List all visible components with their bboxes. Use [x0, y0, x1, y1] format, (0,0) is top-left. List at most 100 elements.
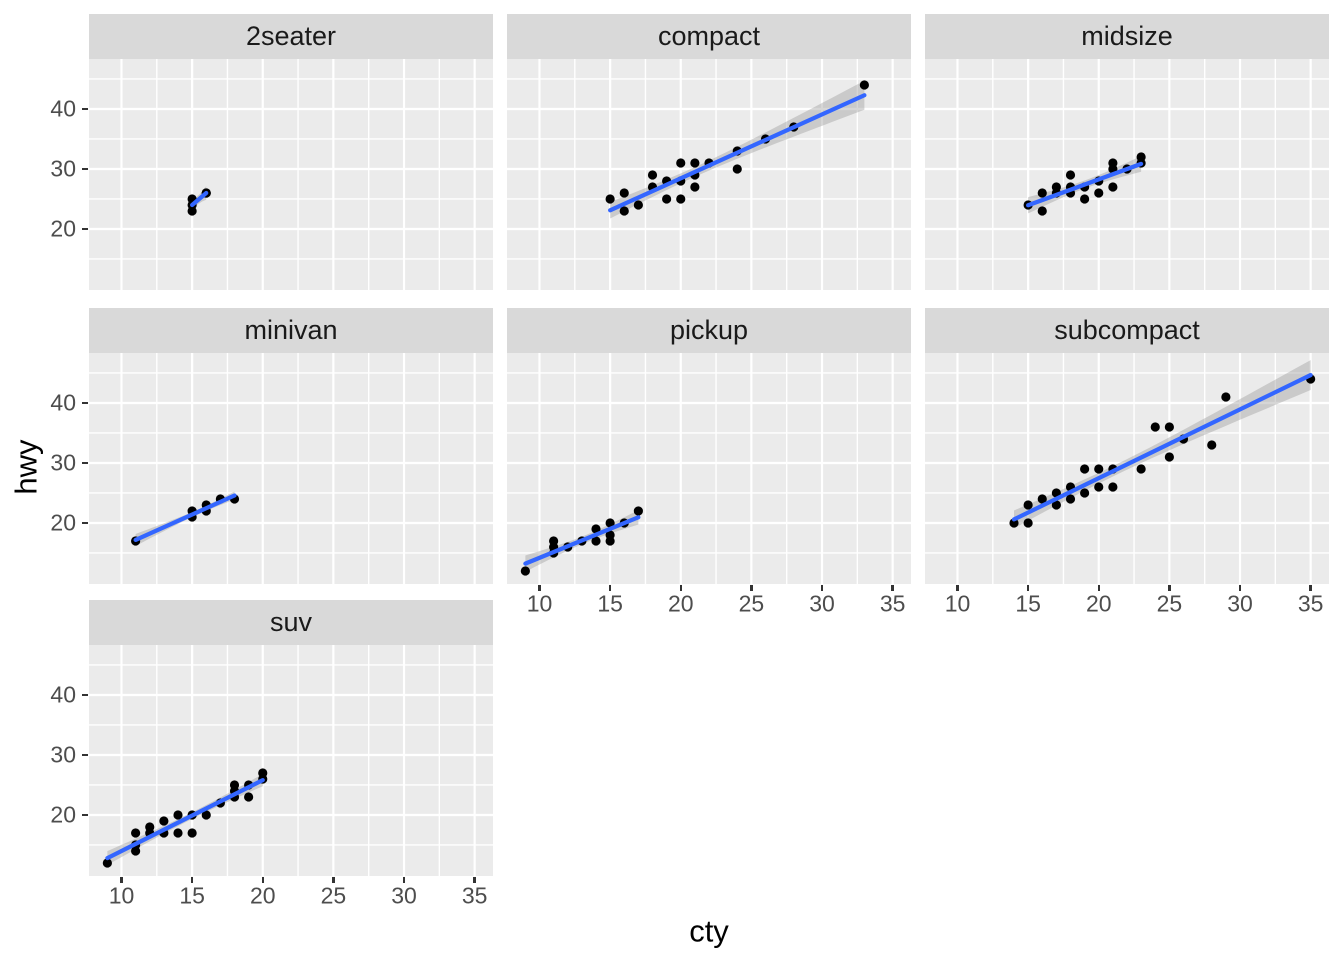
facet-strip-label: compact	[657, 21, 761, 51]
data-point	[1051, 488, 1061, 498]
data-point	[1094, 464, 1104, 474]
x-tick-mark	[1026, 585, 1030, 591]
data-point	[1150, 422, 1160, 432]
x-tick-label: 30	[809, 590, 835, 617]
facet-panel-2seater	[89, 59, 493, 290]
x-tick-label: 30	[391, 882, 417, 909]
x-tick-mark	[538, 585, 541, 591]
x-tick-label: 15	[179, 882, 205, 909]
x-tick-label: 25	[738, 590, 765, 617]
confidence-ribbon	[1013, 360, 1311, 529]
regression-line	[190, 190, 209, 208]
data-point	[1164, 452, 1174, 462]
data-point	[619, 206, 629, 216]
x-tick-label: 20	[249, 882, 276, 909]
x-tick-label: 25	[320, 882, 347, 909]
data-point	[633, 200, 643, 210]
data-point	[591, 536, 601, 546]
data-point	[1094, 482, 1104, 492]
data-point	[159, 816, 169, 826]
x-tick-label: 10	[526, 590, 553, 617]
x-tick-label: 20	[667, 590, 694, 617]
data-point	[1136, 464, 1146, 474]
data-point	[244, 792, 254, 802]
data-point	[102, 858, 112, 868]
y-tick-mark	[82, 167, 88, 171]
y-tick-mark	[82, 813, 88, 817]
y-tick-mark	[82, 227, 88, 231]
x-tick-mark	[402, 877, 406, 883]
data-point	[173, 828, 183, 838]
data-point	[1051, 500, 1061, 510]
x-tick-mark	[891, 585, 894, 591]
facet-strip-label: midsize	[1081, 21, 1173, 51]
regression-line	[523, 515, 641, 566]
data-point	[605, 518, 615, 528]
data-point	[1164, 422, 1174, 432]
y-tick-label: 20	[50, 509, 76, 536]
facet-panel-suv	[89, 645, 493, 876]
facet-panel-midsize	[925, 59, 1329, 290]
data-point	[633, 506, 643, 516]
x-tick-label: 25	[1156, 590, 1183, 617]
y-tick-mark	[82, 401, 88, 405]
data-point	[1108, 482, 1118, 492]
x-tick-label: 10	[944, 590, 971, 617]
data-point	[520, 566, 530, 576]
y-tick-label: 30	[50, 449, 76, 476]
y-tick-label: 20	[50, 215, 76, 242]
x-tick-mark	[1238, 585, 1242, 591]
x-tick-mark	[820, 585, 824, 591]
regression-line	[608, 93, 867, 213]
facet-strip-label: pickup	[669, 315, 749, 345]
facet-strip-label: suv	[269, 607, 313, 637]
data-point	[591, 524, 601, 534]
y-axis-title: hwy	[8, 439, 44, 495]
data-point	[1065, 170, 1076, 180]
x-tick-mark	[1168, 585, 1171, 591]
x-tick-label: 15	[1015, 590, 1041, 617]
data-point	[676, 194, 686, 204]
data-point	[1221, 392, 1231, 402]
data-point	[1037, 494, 1047, 504]
data-point	[605, 194, 615, 204]
data-point	[1080, 194, 1090, 204]
data-point	[662, 194, 672, 204]
data-point	[1094, 188, 1104, 198]
y-tick-label: 30	[50, 155, 76, 182]
x-tick-label: 15	[597, 590, 623, 617]
data-point	[131, 828, 141, 838]
x-tick-label: 35	[879, 590, 906, 617]
data-point	[1023, 518, 1033, 528]
x-tick-mark	[750, 585, 753, 591]
facet-strip-midsize: midsize	[925, 14, 1329, 59]
x-tick-mark	[190, 877, 194, 883]
x-tick-label: 35	[461, 882, 488, 909]
facet-strip-suv: suv	[89, 600, 493, 645]
x-tick-mark	[473, 877, 476, 883]
x-tick-mark	[120, 877, 123, 883]
data-point	[1108, 182, 1118, 192]
data-point	[549, 536, 559, 546]
data-point	[732, 164, 742, 174]
facet-strip-label: minivan	[244, 315, 338, 345]
data-point	[1080, 464, 1090, 474]
data-point	[1023, 500, 1033, 510]
x-tick-label: 30	[1227, 590, 1253, 617]
data-point	[1009, 518, 1019, 528]
data-point	[201, 810, 211, 820]
facet-strip-label: 2seater	[245, 21, 337, 51]
y-tick-mark	[82, 521, 88, 525]
data-point	[1207, 440, 1217, 450]
facet-panel-minivan	[89, 353, 493, 584]
x-tick-mark	[261, 877, 264, 883]
y-tick-label: 30	[50, 741, 76, 768]
x-tick-mark	[608, 585, 612, 591]
x-tick-mark	[956, 585, 959, 591]
x-tick-mark	[332, 877, 335, 883]
panel-background	[89, 353, 493, 584]
data-point	[605, 530, 615, 540]
x-tick-mark	[679, 585, 682, 591]
y-tick-mark	[82, 107, 88, 111]
